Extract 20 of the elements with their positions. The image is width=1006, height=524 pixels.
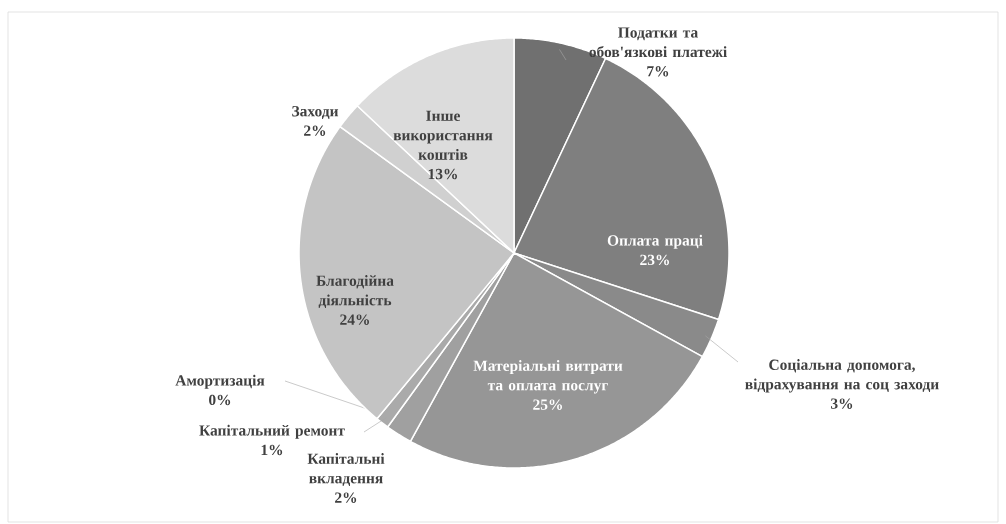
slice-label: Оплата праці xyxy=(607,234,703,249)
text: 0% xyxy=(209,394,231,406)
slice-label: Заходи xyxy=(292,106,339,119)
slice-label: Інше використання коштів xyxy=(393,110,493,160)
data-label: 3% xyxy=(831,398,853,409)
data-label: 2% xyxy=(335,492,357,503)
slice-label: Благодійна діяльність xyxy=(316,275,394,308)
slice-label: Матеріальні витрати та оплата послуг xyxy=(473,360,623,394)
data-label: 24% xyxy=(340,314,369,325)
category-label: Амортизація xyxy=(175,374,265,389)
data-label: 25% xyxy=(533,399,562,410)
data-label: 1% xyxy=(261,444,283,456)
slice-label: Податки та обов'язкові платежі xyxy=(589,27,727,58)
slice-label: Соціальна допомога, відрахування на соц заходи xyxy=(745,359,939,393)
data-label: 7% xyxy=(647,66,669,77)
data-label: 13% xyxy=(428,168,457,180)
legend-label: Капітальний ремонт xyxy=(199,424,345,439)
slice-label: Капітальні вкладення xyxy=(307,453,385,486)
data-label: 2% xyxy=(304,125,326,136)
data-label: 23% xyxy=(640,254,669,266)
